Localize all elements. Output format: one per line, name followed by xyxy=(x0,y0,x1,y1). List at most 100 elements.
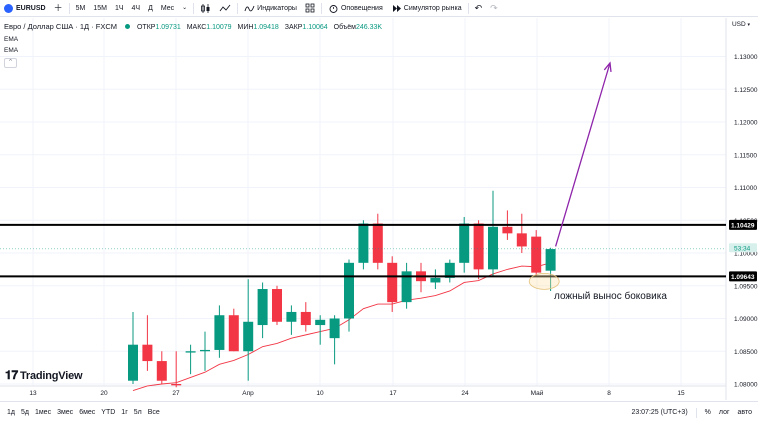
support-price-label-bg xyxy=(729,271,757,282)
symbol-search[interactable]: EURUSD xyxy=(0,0,50,17)
log-toggle[interactable]: лог xyxy=(718,409,730,416)
add-symbol-button[interactable]: ＋ xyxy=(50,0,67,17)
candle-body xyxy=(344,262,354,319)
range-button[interactable]: 5л xyxy=(133,409,142,416)
countdown-label: 53:34 xyxy=(734,245,751,252)
redo-icon: ↷ xyxy=(490,2,498,13)
currency-label: USD xyxy=(731,21,746,28)
replay-button[interactable]: Симулятор рынка xyxy=(387,0,466,17)
indicators-label: Индикаторы xyxy=(257,4,297,12)
chart-annotation[interactable]: ложный вынос боковика xyxy=(554,291,667,302)
candle xyxy=(444,259,455,283)
candles xyxy=(128,190,556,388)
alerts-button[interactable]: Оповещения xyxy=(324,0,387,17)
high-label: МАКС xyxy=(186,24,207,31)
time-tick-label: 10 xyxy=(316,390,324,397)
candle xyxy=(430,269,441,290)
redo-button[interactable]: ↷ xyxy=(486,0,502,17)
chart-grid xyxy=(0,18,727,400)
horizontal-levels[interactable]: 1.10429 1.09643 53:34 xyxy=(0,219,757,282)
price-tick-label: 1.12500 xyxy=(734,87,758,94)
price-tick-label: 1.12000 xyxy=(734,120,758,127)
range-button[interactable]: YTD xyxy=(101,409,116,416)
candle-body xyxy=(430,277,441,283)
indicators-button[interactable]: Индикаторы xyxy=(240,0,301,17)
timeframe-4h[interactable]: 4Ч xyxy=(128,0,145,17)
candle xyxy=(156,351,167,384)
range-button[interactable]: 1мес xyxy=(34,409,52,416)
trend-arrow xyxy=(554,62,611,247)
timeframe-1h[interactable]: 1Ч xyxy=(111,0,128,17)
currency-selector[interactable]: USD ▾ xyxy=(732,21,750,28)
resistance-price-label: 1.10429 xyxy=(731,222,755,229)
ema-legend-2[interactable]: EMA xyxy=(4,47,19,54)
tradingview-wordmark: TradingView xyxy=(19,369,83,382)
candle-body xyxy=(372,223,383,263)
time-tick-label: Май xyxy=(531,389,544,397)
time-tick-label: 15 xyxy=(677,390,685,397)
range-button[interactable]: Все xyxy=(147,409,160,416)
ema-path xyxy=(132,262,551,391)
candle-body xyxy=(444,262,455,278)
price-tick-label: 1.09000 xyxy=(734,316,758,323)
candle-body xyxy=(502,226,513,234)
candle xyxy=(286,305,297,335)
timeframe-15m[interactable]: 15М xyxy=(89,0,111,17)
timeframe-1d[interactable]: Д xyxy=(144,0,157,17)
undo-button[interactable]: ↶ xyxy=(471,0,487,17)
timeframe-month[interactable]: Мес xyxy=(157,0,178,17)
symbol-name: EURUSD xyxy=(16,4,46,12)
range-button[interactable]: 3мес xyxy=(57,409,74,416)
candle xyxy=(358,220,369,270)
range-button[interactable]: 1д xyxy=(7,409,15,416)
candle xyxy=(473,220,484,280)
candle xyxy=(401,262,412,309)
symbol-description[interactable]: Евро / Доллар США · 1Д · FXCM xyxy=(4,22,118,31)
candle xyxy=(272,285,282,326)
candle xyxy=(257,282,268,339)
candle xyxy=(459,216,470,273)
tradingview-logo[interactable]: 𝟏𝟕 TradingView xyxy=(5,368,83,383)
candle xyxy=(243,279,254,381)
ema-legend-1[interactable]: EMA xyxy=(4,36,19,43)
undo-icon: ↶ xyxy=(474,2,483,13)
low-value: 1.09418 xyxy=(253,24,279,31)
timeframe-5m[interactable]: 5М xyxy=(72,0,90,17)
timeframe-label: 5М xyxy=(75,4,86,12)
compare-button[interactable] xyxy=(215,0,235,17)
bottom-right-controls: 23:07:25 (UTC+3) % лог авто xyxy=(631,402,752,423)
range-button[interactable]: 6мес xyxy=(79,409,96,416)
time-tick-label: 8 xyxy=(607,390,611,397)
candle-body xyxy=(272,289,282,322)
collapse-legend-button[interactable]: ⌃ xyxy=(4,58,17,68)
chart-type-button[interactable] xyxy=(196,0,215,17)
percent-toggle[interactable]: % xyxy=(704,409,711,416)
time-axis[interactable]: 13 20 27 Апр 10 17 24 Май 8 15 xyxy=(29,389,685,397)
candle-body xyxy=(142,344,153,362)
support-price-label: 1.09643 xyxy=(731,274,755,281)
candle xyxy=(214,305,225,358)
drawings[interactable] xyxy=(528,61,612,290)
chevron-down-icon: ⌄ xyxy=(182,5,188,11)
range-button[interactable]: 5д xyxy=(20,409,29,416)
auto-toggle[interactable]: авто xyxy=(737,409,752,416)
indicators-icon xyxy=(244,5,255,11)
price-tick-label: 1.09500 xyxy=(734,283,758,290)
candle-body xyxy=(228,315,239,352)
candle xyxy=(171,351,182,388)
candle xyxy=(300,302,311,332)
candle xyxy=(315,315,326,345)
candle xyxy=(329,315,340,365)
timeframe-dropdown[interactable]: ⌄ xyxy=(178,0,191,17)
time-tick-label: 13 xyxy=(29,390,37,397)
candle xyxy=(128,311,138,384)
clock-display[interactable]: 23:07:25 (UTC+3) xyxy=(631,409,688,416)
timeframe-label: Мес xyxy=(160,4,175,12)
range-button[interactable]: 1г xyxy=(121,409,128,416)
candle-body xyxy=(300,311,311,326)
candle xyxy=(142,315,153,371)
high-value: 1.10079 xyxy=(206,24,232,31)
alerts-label: Оповещения xyxy=(340,4,383,12)
templates-button[interactable] xyxy=(301,0,319,17)
